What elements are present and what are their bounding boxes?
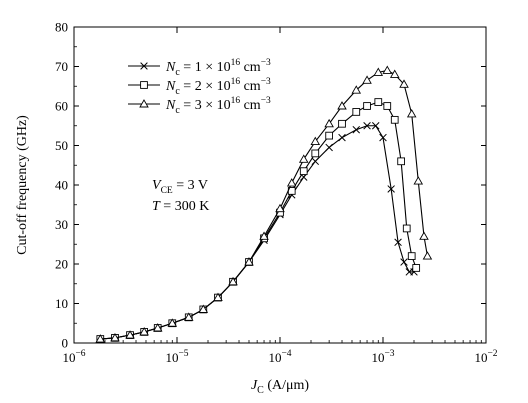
data-point: [387, 185, 395, 193]
data-point: [139, 327, 149, 336]
data-point: [397, 157, 405, 166]
series-line: [100, 69, 428, 340]
data-point: [362, 75, 372, 84]
data-point: [259, 231, 269, 240]
data-point: [407, 252, 416, 260]
series-1: [96, 121, 418, 343]
data-point: [390, 115, 399, 124]
x-axis-title: JC (A/μm): [251, 378, 309, 396]
data-point: [325, 143, 333, 152]
data-point: [363, 102, 371, 110]
data-point: [228, 276, 238, 286]
annotation-1: VCE = 3 V: [152, 178, 208, 196]
chart-text: 0 10 20 30 40 50 60 70 80 10−6 10−5 10−4 10−3 10−2 Cut…: [15, 20, 498, 397]
legend-marker: [139, 99, 149, 108]
data-point: [167, 318, 178, 327]
data-point: [373, 67, 384, 76]
data-point: [379, 133, 387, 142]
y-tick-label: 60: [55, 99, 68, 114]
y-tick-label: 30: [55, 217, 68, 232]
data-point: [198, 304, 209, 313]
series-3: [95, 65, 433, 343]
x-tick-label: 10−3: [371, 349, 394, 365]
data-point: [286, 178, 297, 187]
x-tick-label: 10−5: [165, 349, 188, 365]
legend-marker: [140, 62, 148, 70]
y-tick-label: 70: [55, 59, 68, 74]
y-tick-label: 40: [55, 178, 68, 193]
data-point: [374, 98, 383, 106]
data-point: [422, 251, 433, 260]
data-point: [382, 65, 393, 74]
data-point: [324, 118, 334, 128]
data-point: [213, 292, 223, 302]
legend-label: Nc = 3 × 1016 cm−3: [165, 96, 271, 116]
data-point: [310, 136, 321, 146]
y-tick-label: 80: [55, 20, 68, 35]
data-point: [351, 85, 362, 94]
data-point: [400, 258, 408, 266]
data-point: [413, 176, 424, 185]
data-point: [311, 149, 320, 158]
data-point: [394, 238, 402, 247]
data-point: [183, 312, 194, 321]
data-point: [152, 323, 163, 332]
data-point: [337, 101, 347, 110]
legend-marker: [140, 81, 148, 89]
annotation-2: T = 300 K: [152, 199, 209, 214]
series-line: [100, 101, 417, 340]
data-point: [125, 330, 135, 339]
legend-label: Nc = 2 × 1016 cm−3: [165, 77, 271, 97]
series-line: [100, 125, 415, 340]
data-point: [352, 108, 361, 116]
legend-entry-1: Nc = 1 × 1016 cm−3: [128, 58, 271, 78]
data-point: [325, 131, 333, 140]
data-point: [419, 231, 429, 240]
data-point: [389, 69, 400, 78]
data-point: [299, 167, 308, 176]
data-point: [275, 203, 285, 213]
data-point: [110, 332, 120, 342]
y-tick-label: 50: [55, 138, 68, 153]
y-tick-label: 10: [55, 296, 68, 311]
x-tick-label: 10−2: [474, 349, 497, 365]
plot-frame: [73, 26, 487, 344]
data-point: [338, 133, 346, 142]
data-point: [412, 264, 421, 272]
y-tick-label: 20: [55, 257, 68, 272]
legend-entry-3: Nc = 3 × 1016 cm−3: [128, 96, 271, 116]
x-tick-label: 10−6: [62, 349, 85, 365]
series-layer: [95, 65, 433, 343]
data-point: [298, 154, 309, 163]
data-point: [363, 121, 371, 130]
y-tick-label: 0: [62, 336, 69, 351]
axes: [73, 26, 487, 344]
data-point: [406, 108, 417, 118]
legend-entry-2: Nc = 2 × 1016 cm−3: [128, 77, 271, 97]
y-axis-title: Cut-off frequency (GHz): [15, 115, 30, 255]
x-tick-label: 10−4: [268, 349, 291, 365]
series-2: [96, 98, 421, 343]
data-point: [383, 102, 392, 110]
legend-label: Nc = 1 × 1016 cm−3: [165, 58, 271, 78]
data-point: [338, 119, 346, 128]
data-point: [402, 224, 411, 233]
data-point: [399, 79, 409, 88]
data-point: [244, 257, 254, 266]
data-point: [95, 334, 106, 343]
data-point: [311, 157, 320, 166]
data-point: [371, 121, 380, 130]
data-point: [352, 125, 361, 134]
